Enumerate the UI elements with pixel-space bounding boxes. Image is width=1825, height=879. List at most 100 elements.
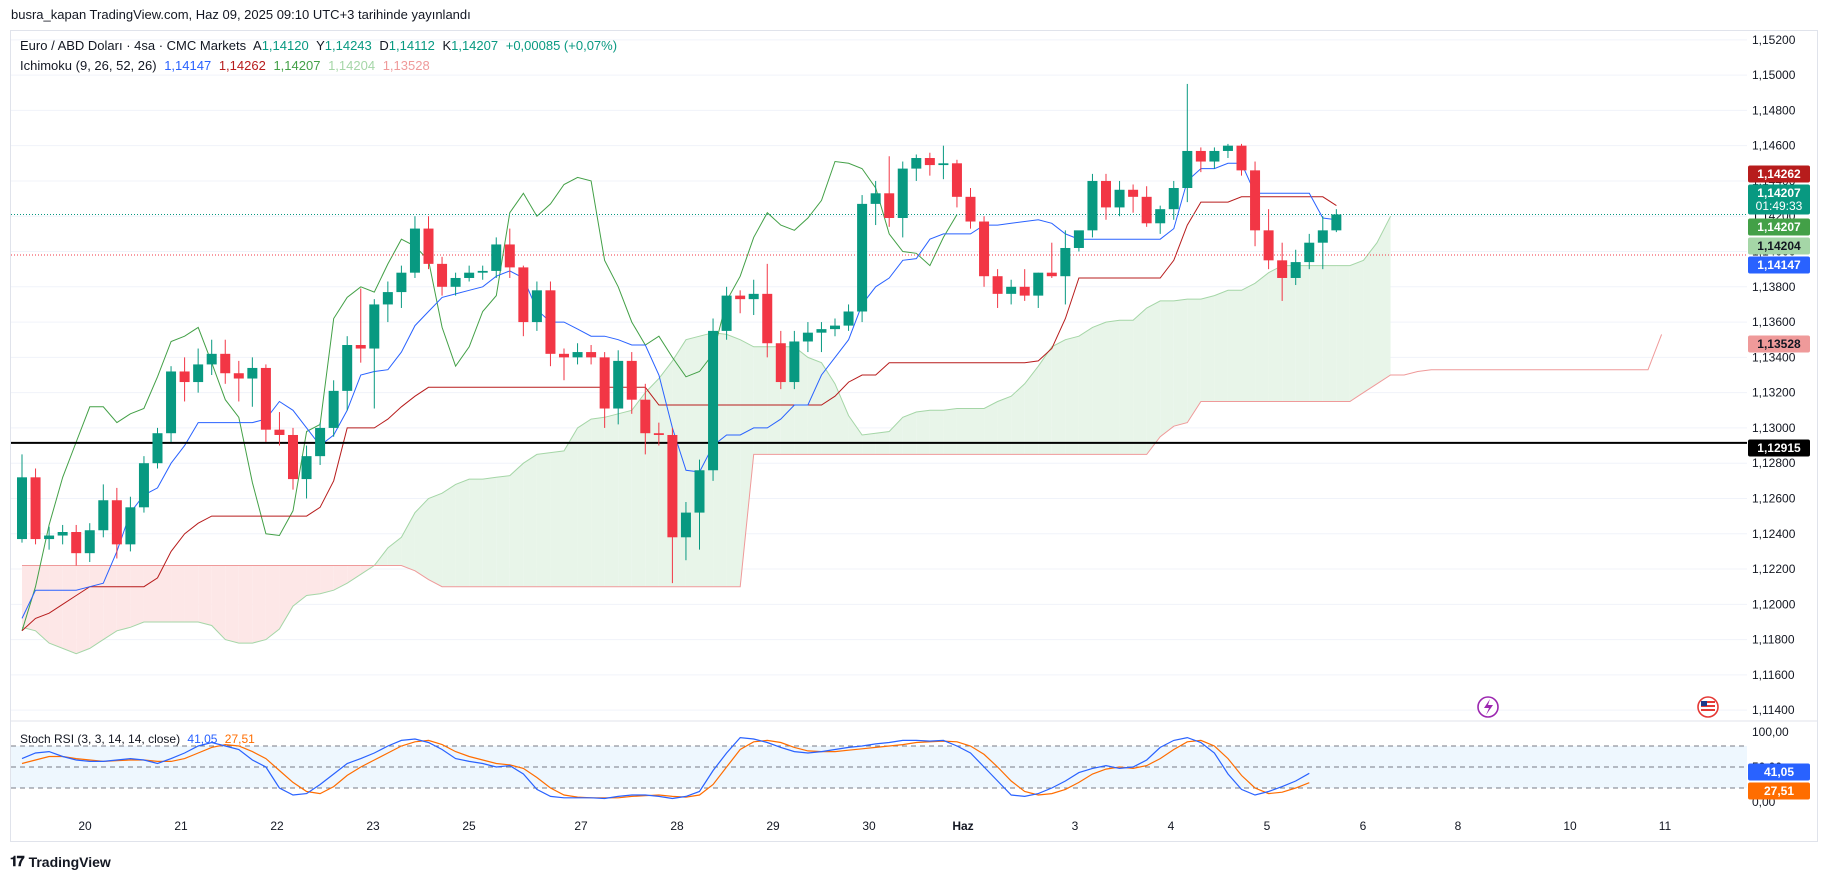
cloud-segment	[265, 565, 280, 640]
footer-brand[interactable]: 𝟏𝟕 TradingView	[10, 853, 111, 870]
senkou-span-b-line	[22, 334, 1663, 588]
cloud-segment	[631, 392, 646, 587]
candlestick-series[interactable]	[17, 83, 1342, 584]
stoch-d-line	[21, 739, 1310, 799]
candle	[911, 154, 922, 181]
cloud-segment	[889, 417, 903, 455]
cloud-segment	[347, 565, 361, 584]
base-price-tag: 1,14262	[1748, 165, 1810, 183]
candle	[71, 524, 82, 566]
candle-body	[423, 228, 434, 264]
candle-body	[789, 341, 800, 383]
cloud-segment	[387, 537, 402, 566]
candle-body	[464, 272, 475, 278]
cloud-segment	[1133, 307, 1147, 455]
ichimoku-span-b-value: 1,13528	[382, 58, 430, 73]
candle-body	[1182, 150, 1193, 189]
candle-body	[491, 244, 502, 271]
cloud-segment	[753, 346, 768, 455]
candle	[762, 263, 773, 358]
candle	[206, 339, 217, 375]
candle	[504, 228, 515, 278]
candle-body	[531, 290, 542, 323]
low-label: D	[379, 38, 389, 53]
candle-body	[30, 477, 41, 540]
cloud-segment	[279, 565, 293, 630]
conversion-price-tag: 1,14147	[1748, 256, 1810, 274]
candle-body	[1114, 189, 1125, 208]
candle	[315, 422, 326, 465]
candle-body	[735, 295, 746, 300]
candle	[857, 195, 868, 323]
cloud-segment	[198, 565, 212, 626]
ichimoku-label[interactable]: Ichimoku (9, 26, 52, 26)	[20, 58, 157, 73]
candle-body	[748, 293, 759, 300]
cloud-segment	[211, 565, 226, 640]
cloud-segment	[76, 565, 90, 654]
candle	[1331, 209, 1342, 233]
candle-body	[166, 371, 177, 434]
price-tag-text: 1,14207	[1757, 220, 1801, 234]
candle	[437, 256, 448, 296]
candle-body	[328, 390, 339, 428]
brand-name: TradingView	[28, 853, 111, 870]
cloud-segment	[252, 565, 266, 644]
candle-body	[369, 304, 380, 349]
grid	[11, 39, 1818, 722]
stoch-d-value: 27,51	[224, 732, 255, 746]
candle	[938, 145, 949, 180]
price-tick-label: 1,13600	[1752, 315, 1796, 329]
candle-body	[125, 507, 136, 545]
stoch-d-tag: 27,51	[1748, 782, 1810, 800]
candle-body	[1236, 145, 1247, 171]
candle	[1304, 233, 1315, 270]
candle	[369, 299, 380, 409]
cloud-segment	[821, 362, 835, 455]
us-flag-icon[interactable]	[1697, 696, 1719, 718]
candle-body	[1304, 242, 1315, 263]
candle	[17, 454, 27, 543]
candle	[450, 272, 461, 296]
candle-body	[1263, 230, 1274, 261]
cloud-segment	[116, 565, 131, 631]
time-axis[interactable]: 20 21 22 23 25 27 28 29 30 Haz 3 4 5 6 8 10 11	[78, 819, 1671, 833]
candle-body	[247, 367, 258, 379]
price-tag-bg	[1748, 165, 1810, 183]
time-tick-label: 28	[670, 819, 684, 833]
candle-body	[1331, 214, 1342, 231]
candle	[152, 427, 163, 469]
candle-body	[504, 244, 515, 268]
ichimoku-lagging-value: 1,14207	[273, 58, 321, 73]
flash-icon[interactable]	[1477, 696, 1499, 718]
candle	[301, 445, 312, 499]
stoch-rsi-pane	[11, 736, 1747, 800]
price-tag-bg	[1748, 335, 1810, 353]
event-icons[interactable]	[1477, 696, 1719, 718]
cloud-segment	[1309, 265, 1323, 402]
stoch-k-value: 41,05	[187, 732, 218, 746]
cloud-segment	[1065, 336, 1079, 455]
cloud-segment	[62, 565, 77, 654]
candle	[843, 304, 854, 331]
cloud-segment	[1160, 300, 1174, 437]
chart-frame	[10, 30, 1818, 842]
candle-body	[1128, 189, 1139, 197]
candle-body	[301, 456, 312, 480]
price-tick-label: 1,12800	[1752, 456, 1796, 470]
cloud-segment	[902, 412, 917, 455]
price-axis[interactable]: 1,152001,150001,148001,146001,144001,142…	[1752, 33, 1796, 717]
price-tick-label: 1,15200	[1752, 33, 1796, 47]
stoch-label[interactable]: Stoch RSI (3, 3, 14, 14, close)	[20, 732, 181, 746]
price-tick-label: 1,14600	[1752, 139, 1796, 153]
symbol-name[interactable]: Euro / ABD Doları · 4sa · CMC Markets	[20, 38, 247, 53]
candle-body	[233, 373, 244, 379]
candle	[44, 526, 55, 550]
price-tick-label: 1,12200	[1752, 562, 1796, 576]
candle	[477, 265, 488, 280]
price-tag-text: 1,13528	[1757, 337, 1801, 351]
candle	[531, 281, 542, 331]
candle-body	[477, 270, 488, 273]
stoch-k-tag: 41,05	[1748, 763, 1810, 781]
